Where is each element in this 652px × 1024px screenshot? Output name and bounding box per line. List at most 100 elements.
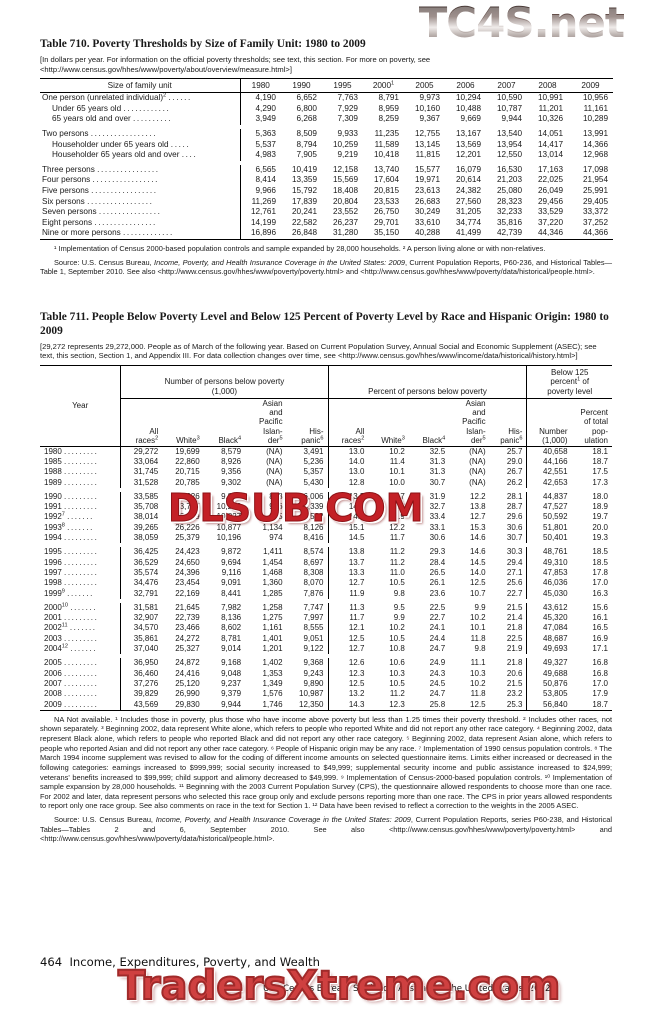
table-cell: 12.7 — [327, 644, 369, 655]
table-cell: 8,555 — [303, 623, 324, 633]
table-cell: 47,853 — [526, 567, 572, 579]
table-cell: 46,036 — [526, 578, 572, 589]
table-cell: 1,454 — [262, 557, 283, 567]
table-cell: 9,367 — [419, 114, 441, 124]
table-cell: 44,366 — [582, 228, 608, 238]
table-cell: 21,954 — [582, 175, 608, 185]
table-cell: 9,048 — [221, 668, 242, 678]
table-cell: 10.5 — [389, 578, 405, 588]
table-cell: 4,290 — [239, 103, 281, 115]
table-cell: 34,476 — [120, 578, 163, 589]
table-cell: 6,339 — [303, 502, 324, 512]
table-cell: 9,243 — [303, 668, 324, 678]
table-cell: 858 — [269, 491, 283, 501]
table-cell: 22,169 — [175, 588, 200, 598]
table-cell: 15.6 — [592, 602, 608, 612]
col-header-white: White3 — [381, 435, 405, 446]
table-cell: 12,158 — [332, 164, 358, 174]
table-cell: 1,134 — [262, 522, 283, 532]
table-cell: 47,527 — [526, 502, 572, 513]
page-number: 464 — [40, 955, 63, 969]
table-cell: 20,241 — [291, 207, 317, 217]
table-cell: 10.7 — [389, 491, 405, 501]
table-cell: 49,310 — [526, 557, 572, 568]
row-label: Four persons . . . . . . . . . . . . . .… — [42, 175, 160, 185]
table-cell: 30.3 — [506, 547, 523, 557]
table-cell: 10,877 — [216, 522, 242, 532]
row-label: Two persons . . . . . . . . . . . . . . … — [42, 128, 158, 138]
table-cell: 23.2 — [506, 689, 523, 699]
table-cell: 9.5 — [393, 602, 405, 612]
table-cell: 10.5 — [389, 633, 405, 643]
table-cell: 15,577 — [414, 164, 440, 174]
table-cell: 1,402 — [262, 658, 283, 668]
table-cell: 9,219 — [337, 150, 359, 160]
table-cell: 10.2 — [389, 446, 405, 456]
table-cell: 32.7 — [429, 502, 446, 512]
table-row: 1990 . . . . . . . . . 33,585 22,326 9,837… — [40, 491, 612, 503]
table-cell: 6,652 — [296, 93, 318, 103]
table-cell: 22.5 — [506, 633, 523, 643]
table-cell: 18.1 — [592, 446, 608, 456]
table-cell: 12,550 — [496, 150, 522, 160]
table-row: 1998 . . . . . . . . . 34,476 23,454 9,091… — [40, 578, 612, 589]
table-cell: 8,416 — [303, 533, 324, 543]
row-label-year: 2007 . . . . . . . . . — [44, 678, 99, 688]
table-cell: 10.3 — [470, 668, 486, 678]
table-cell: 26.2 — [506, 477, 523, 487]
table-cell: 9,694 — [221, 557, 242, 567]
table-row: Five persons . . . . . . . . . . . . . .… — [40, 185, 613, 197]
table-cell: 1,349 — [262, 678, 283, 688]
table-cell: 14.6 — [470, 533, 486, 543]
table-cell: 8,259 — [378, 114, 400, 124]
col-header-2009: 2009 — [581, 81, 600, 91]
table-cell: 12.2 — [389, 522, 405, 532]
table-cell: 20,785 — [175, 477, 200, 487]
table-cell: 26,683 — [414, 196, 440, 206]
table-cell: 16,896 — [239, 228, 281, 240]
row-label-year: 2005 . . . . . . . . . — [44, 658, 99, 668]
table-cell: 36,950 — [120, 658, 163, 669]
table-row: 2009 . . . . . . . . . 43,569 29,830 9,944… — [40, 699, 612, 711]
table-cell: 18.7 — [592, 699, 608, 709]
table-cell: (NA) — [266, 446, 283, 456]
table-710: Size of family unit 1980 1990 1995 20001… — [40, 78, 613, 240]
table-cell: 49,693 — [526, 644, 572, 655]
table-cell: (NA) — [469, 467, 486, 477]
table-cell: 25.6 — [506, 578, 523, 588]
table-cell: 5,537 — [239, 139, 281, 151]
table-cell: 30.6 — [429, 533, 446, 543]
row-label: Three persons . . . . . . . . . . . . . … — [42, 164, 160, 174]
table-cell: 6,268 — [296, 114, 318, 124]
table-cell: 14,051 — [537, 128, 563, 138]
table-cell: 10,419 — [291, 164, 317, 174]
table-cell: 21.8 — [506, 658, 523, 668]
table-cell: 11.1 — [470, 658, 486, 668]
table-cell: 10,326 — [537, 114, 563, 124]
table-cell: 14.3 — [327, 699, 369, 711]
table-cell: 13.0 — [327, 467, 369, 478]
table-cell: 10,289 — [582, 114, 608, 124]
table-cell: 11.7 — [327, 613, 369, 624]
table-cell: 18.5 — [592, 547, 608, 557]
table-row: 1994 . . . . . . . . . 38,059 25,379 10,19… — [40, 533, 612, 544]
col-header-percent-oftotal-pop--ulation: Percent of total pop-ulation — [580, 408, 608, 446]
table-cell: 17.9 — [592, 689, 608, 699]
table-cell: 9,669 — [460, 114, 482, 124]
table-cell: 12,350 — [299, 699, 324, 709]
table-cell: 11.8 — [470, 633, 486, 643]
table-cell: 10,956 — [582, 93, 608, 103]
table-cell: 38,059 — [120, 533, 163, 544]
table-cell: 18.5 — [592, 557, 608, 567]
table-cell: 17,163 — [537, 164, 563, 174]
row-label-year: 19938 . . . . . . . — [44, 522, 94, 532]
table-cell: 13.8 — [327, 547, 369, 558]
col-header-all-races: All races2 — [327, 398, 369, 447]
table-cell: 21.9 — [506, 644, 523, 654]
table-cell: 5,430 — [303, 477, 324, 487]
table-cell: 25,991 — [582, 185, 608, 195]
row-label: Under 65 years old . . . . . . . . . . .… — [52, 103, 171, 113]
table-cell: 1,285 — [262, 588, 283, 598]
table-cell: 14.0 — [470, 567, 486, 577]
